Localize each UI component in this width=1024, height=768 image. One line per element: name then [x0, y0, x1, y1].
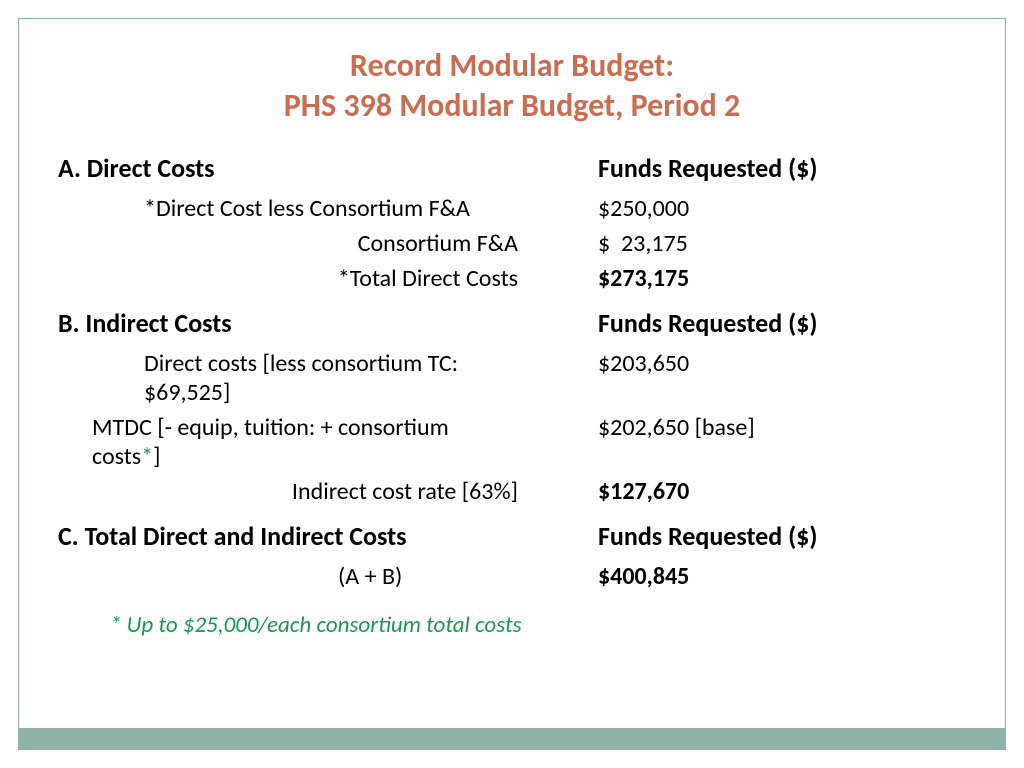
slide-title: Record Modular Budget: PHS 398 Modular B… [58, 46, 966, 126]
footnote: * Up to $25,000/each consortium total co… [58, 611, 966, 639]
table-row: *Total Direct Costs $273,175 [58, 264, 966, 293]
section-b-header: B. Indirect Costs Funds Requested ($) [58, 307, 966, 339]
row-label: (A + B) [58, 562, 598, 591]
row-value-highlight: $127,670 [598, 477, 966, 506]
table-row: Direct costs [less consortium TC: $69,52… [58, 349, 966, 407]
funds-header-c: Funds Requested ($) [598, 520, 966, 552]
row-label: Direct costs [less consortium TC: $69,52… [58, 349, 598, 407]
row-label: Consortium F&A [58, 229, 598, 258]
row-label: MTDC [- equip, tuition: + consortium cos… [58, 413, 598, 471]
table-row: Indirect cost rate [63%] $127,670 [58, 477, 966, 506]
title-line-1: Record Modular Budget: [58, 46, 966, 86]
slide-content: Record Modular Budget: PHS 398 Modular B… [18, 18, 1006, 728]
row-value-highlight: $273,175 [598, 264, 966, 293]
row-label: *Direct Cost less Consortium F&A [58, 194, 598, 223]
table-row: (A + B) $400,845 [58, 562, 966, 591]
title-line-2: PHS 398 Modular Budget, Period 2 [58, 86, 966, 126]
section-a-title: A. Direct Costs [58, 152, 598, 184]
row-label-post: ] [153, 442, 160, 471]
section-c-title: C. Total Direct and Indirect Costs [58, 520, 598, 552]
funds-header-a: Funds Requested ($) [598, 152, 966, 184]
consortium-star: * [141, 442, 153, 471]
row-value: $ 23,175 [598, 229, 966, 258]
section-a-header: A. Direct Costs Funds Requested ($) [58, 152, 966, 184]
row-label: Indirect cost rate [63%] [58, 477, 598, 506]
table-row: *Direct Cost less Consortium F&A $250,00… [58, 194, 966, 223]
table-row: Consortium F&A $ 23,175 [58, 229, 966, 258]
row-value: $203,650 [598, 349, 966, 407]
row-label: *Total Direct Costs [58, 264, 598, 293]
row-value: $250,000 [598, 194, 966, 223]
section-b-title: B. Indirect Costs [58, 307, 598, 339]
row-value-highlight: $400,845 [598, 562, 966, 591]
bottom-accent-bar [18, 728, 1006, 750]
table-row: MTDC [- equip, tuition: + consortium cos… [58, 413, 966, 471]
row-value: $202,650 [base] [598, 413, 966, 471]
funds-header-b: Funds Requested ($) [598, 307, 966, 339]
section-c-header: C. Total Direct and Indirect Costs Funds… [58, 520, 966, 552]
